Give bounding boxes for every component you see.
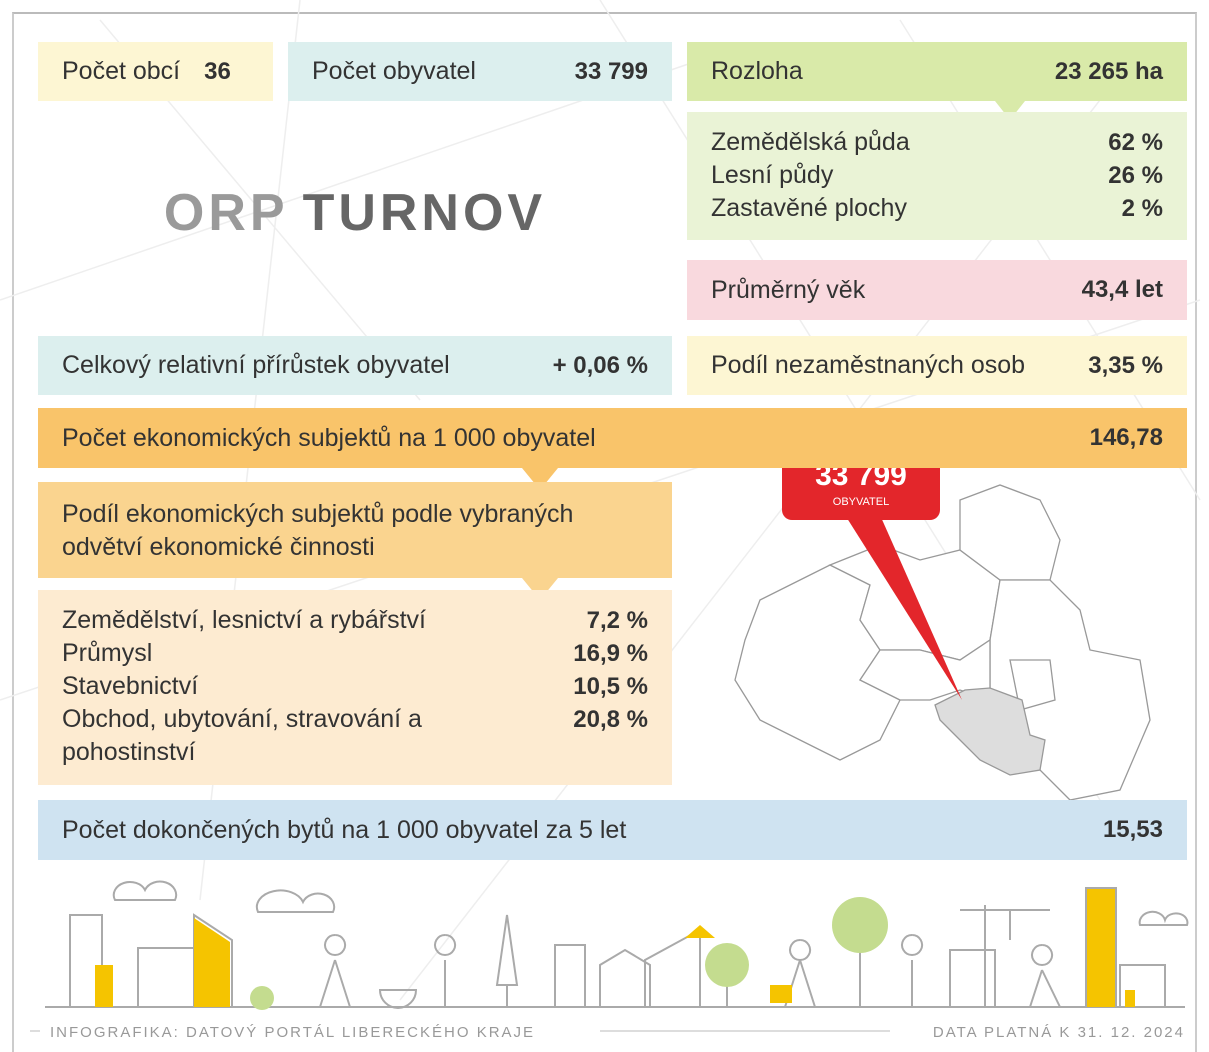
label: Průměrný věk	[711, 275, 866, 304]
row: Obchod, ubytování, stravování a pohostin…	[62, 703, 648, 769]
skyline	[45, 880, 1189, 1009]
value: 10,5 %	[573, 673, 648, 700]
skyline-fills	[95, 889, 1135, 1010]
value: 23 265 ha	[1054, 57, 1163, 85]
value: 15,53	[1102, 816, 1163, 843]
sectors-heading: Podíl ekonomických subjektů podle vybran…	[38, 482, 672, 578]
label: Počet obcí	[62, 57, 181, 85]
value: 43,4 let	[1081, 276, 1163, 303]
title-name: TURNOV	[303, 184, 547, 242]
title: ORP TURNOV	[164, 184, 546, 242]
row: Lesní půdy 26 %	[711, 159, 1163, 192]
label: Podíl nezaměstnaných osob	[711, 351, 1026, 379]
label: Rozloha	[711, 57, 803, 85]
value: + 0,06 %	[552, 351, 648, 379]
label: Celkový relativní přírůstek obyvatel	[62, 351, 450, 379]
pointer	[522, 468, 558, 490]
value: 33 799	[574, 57, 648, 85]
label: Průmysl	[62, 639, 153, 667]
unemployment: Podíl nezaměstnaných osob 3,35 %	[687, 336, 1187, 395]
label: Obchod, ubytování, stravování a pohostin…	[62, 705, 422, 766]
label: Zemědělská půda	[711, 128, 910, 156]
callout-pointer	[845, 515, 962, 700]
label: Lesní půdy	[711, 161, 834, 189]
value: 3,35 %	[1088, 351, 1163, 379]
label: Počet dokončených bytů na 1 000 obyvatel…	[62, 815, 627, 844]
sectors-list: Zemědělství, lesnictví a rybářství 7,2 % …	[38, 590, 672, 785]
row: Zemědělská půda 62 %	[711, 126, 1163, 159]
economic-subjects: Počet ekonomických subjektů na 1 000 oby…	[38, 408, 1187, 468]
row: Stavebnictví 10,5 %	[62, 670, 648, 703]
value: 20,8 %	[573, 706, 648, 733]
dwellings: Počet dokončených bytů na 1 000 obyvatel…	[38, 800, 1187, 860]
pointer	[522, 578, 558, 600]
callout-label: OBYVATEL	[833, 496, 889, 508]
map	[734, 484, 1151, 801]
footer-source: INFOGRAFIKA: DATOVÝ PORTÁL LIBERECKÉHO K…	[50, 1024, 535, 1039]
value: 146,78	[1089, 424, 1163, 451]
title-prefix: ORP	[164, 184, 289, 242]
footer-bg	[890, 1020, 1190, 1039]
row: Zastavěné plochy 2 %	[711, 192, 1163, 225]
growth: Celkový relativní přírůstek obyvatel + 0,…	[38, 336, 672, 395]
row: Zemědělství, lesnictví a rybářství 7,2 %	[62, 604, 648, 637]
population: Počet obyvatel 33 799	[288, 42, 672, 101]
value: 7,2 %	[586, 607, 648, 634]
value: 2 %	[1121, 195, 1163, 222]
row: Průmysl 16,9 %	[62, 637, 648, 670]
label: Počet obyvatel	[312, 57, 476, 85]
value: 26 %	[1108, 162, 1163, 189]
frame	[12, 12, 1197, 1052]
pointer	[995, 101, 1025, 120]
municipalities: Počet obcí 36	[38, 42, 273, 101]
area: Rozloha 23 265 ha	[687, 42, 1187, 101]
label: Počet ekonomických subjektů na 1 000 oby…	[62, 423, 596, 452]
value: 36	[204, 57, 231, 85]
average-age: Průměrný věk 43,4 let	[687, 260, 1187, 320]
value: 16,9 %	[573, 640, 648, 667]
label: Zemědělství, lesnictví a rybářství	[62, 606, 427, 634]
footer-bg	[40, 1020, 600, 1039]
area-list: Zemědělská půda 62 % Lesní půdy 26 % Zasta…	[687, 112, 1187, 240]
label: Zastavěné plochy	[711, 194, 907, 222]
label: Stavebnictví	[62, 672, 199, 700]
footer-date: DATA PLATNÁ K 31. 12. 2024	[933, 1024, 1185, 1039]
value: 62 %	[1108, 129, 1163, 156]
